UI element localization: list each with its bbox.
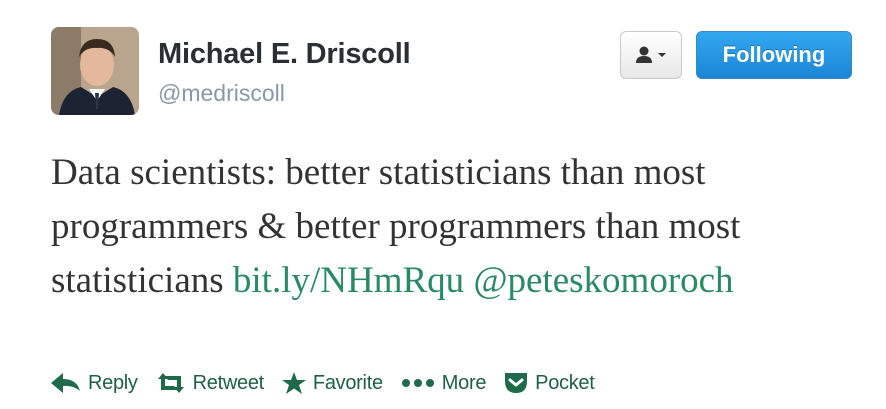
dots-icon — [401, 379, 434, 387]
tweet-link[interactable]: bit.ly/NHmRqu — [232, 260, 465, 301]
author-avatar[interactable] — [51, 27, 139, 115]
person-icon — [636, 46, 652, 63]
pocket-icon — [505, 373, 528, 393]
author-handle[interactable]: @medriscoll — [158, 80, 285, 106]
reply-label: Reply — [88, 371, 138, 394]
reply-button[interactable]: Reply — [51, 372, 138, 395]
tweet-text: Data scientists: better statisticians th… — [51, 146, 851, 308]
reply-icon — [51, 373, 80, 393]
favorite-label: Favorite — [312, 371, 383, 394]
avatar-photo — [51, 27, 139, 115]
retweet-icon — [157, 373, 184, 393]
star-icon — [281, 372, 306, 394]
more-button[interactable]: More — [401, 372, 486, 395]
more-label: More — [441, 371, 487, 394]
retweet-label: Retweet — [192, 371, 265, 394]
author-name[interactable]: Michael E. Driscoll — [158, 38, 411, 70]
pocket-label: Pocket — [535, 371, 595, 394]
tweet-actions: Reply Retweet Favorite More Pocket — [51, 368, 613, 398]
following-button[interactable]: Following — [696, 31, 852, 79]
tweet-body: Data scientists: better statisticians th… — [51, 152, 741, 301]
chevron-down-icon — [658, 53, 666, 57]
favorite-button[interactable]: Favorite — [281, 371, 383, 395]
pocket-button[interactable]: Pocket — [504, 371, 595, 395]
follow-options-button[interactable] — [620, 31, 682, 79]
retweet-button[interactable]: Retweet — [156, 372, 264, 395]
tweet-mention[interactable]: @peteskomoroch — [473, 260, 734, 301]
